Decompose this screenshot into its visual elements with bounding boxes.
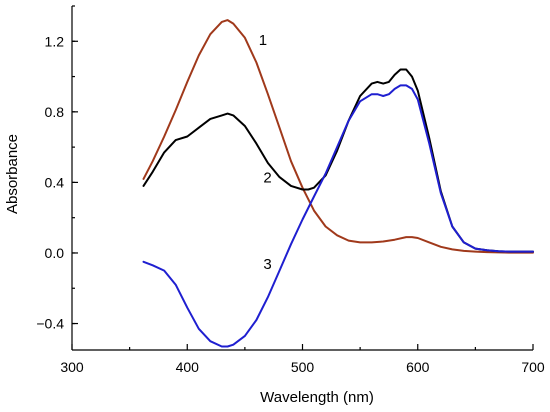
curve-labels: 1 2 3	[259, 32, 272, 273]
curve-label-2: 2	[263, 169, 271, 186]
y-tick-label: 0.4	[45, 174, 65, 190]
x-tick-label: 400	[176, 359, 200, 375]
x-axis-title: Wavelength (nm)	[260, 389, 374, 406]
x-tick-label: 700	[521, 359, 545, 375]
y-tick-label: 0.8	[45, 104, 65, 120]
x-tick-label: 500	[291, 359, 315, 375]
x-tick-label: 300	[60, 359, 84, 375]
curve-label-1: 1	[259, 32, 267, 49]
series-line-2	[142, 68, 534, 253]
series-line-3	[142, 84, 534, 348]
y-tick-label: 1.2	[45, 33, 65, 49]
y-tick-label: −0.4	[36, 316, 64, 332]
y-axis-title: Absorbance	[4, 134, 21, 214]
axes: 300 400 500 600 700 1.2 0.8 0.4 0.0 −0.4	[36, 5, 545, 375]
curve-label-3: 3	[263, 256, 271, 273]
y-tick-label: 0.0	[45, 245, 65, 261]
series-layer	[142, 19, 534, 348]
series-line-1	[142, 19, 534, 254]
x-tick-label: 600	[406, 359, 430, 375]
